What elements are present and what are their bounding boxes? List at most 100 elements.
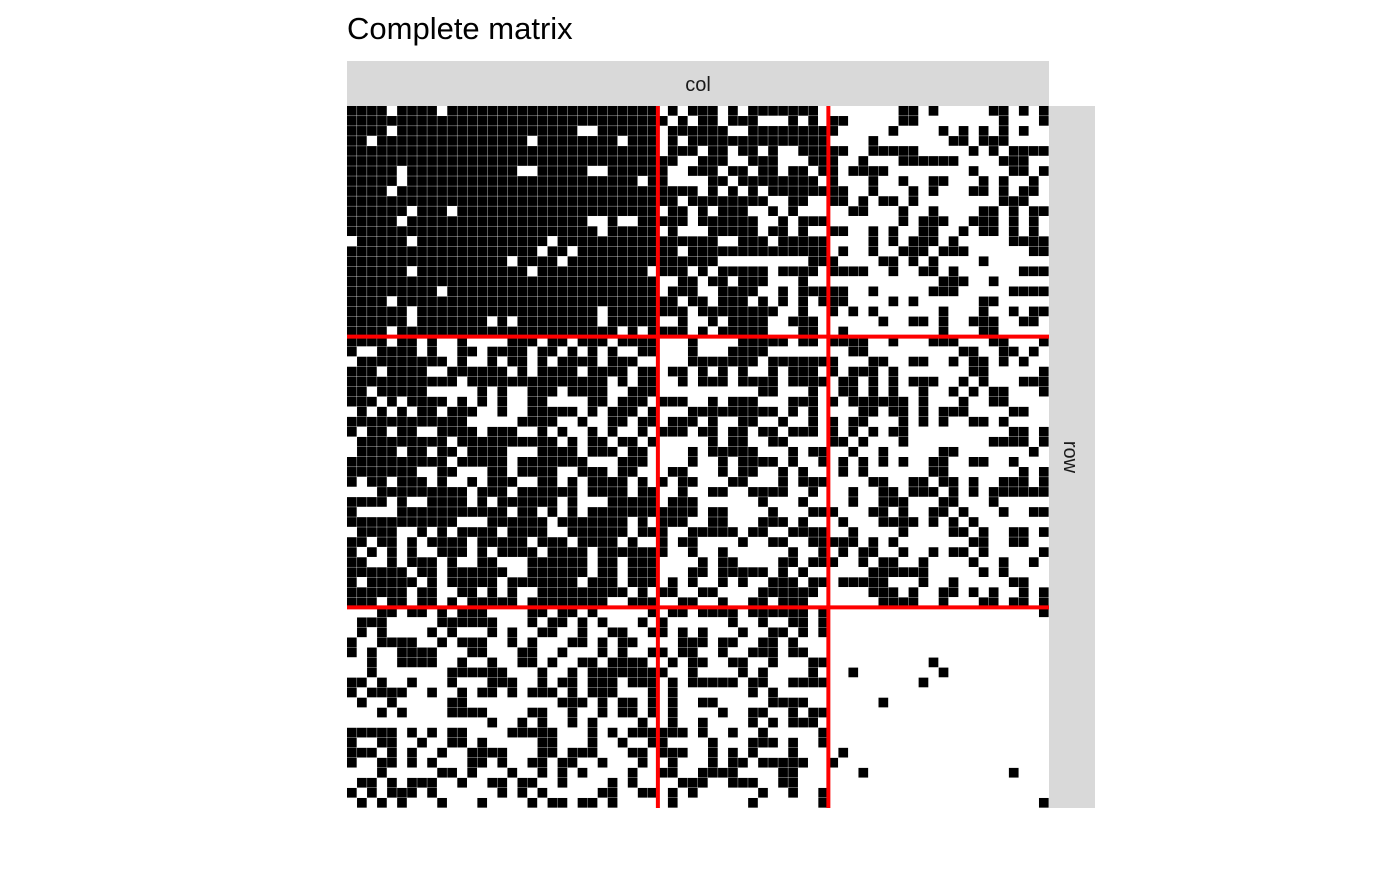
matrix-cell [768,717,778,728]
matrix-cell [798,296,808,307]
matrix-cell [908,246,919,257]
matrix-cell [597,557,608,567]
matrix-cell [818,256,829,267]
matrix-cell [347,206,357,216]
matrix-cell [888,487,899,497]
matrix-cell [577,797,588,808]
matrix-cell [788,457,798,467]
matrix-cell [577,176,588,186]
matrix-cell [738,166,748,176]
matrix-cell [477,216,488,226]
matrix-cell [597,266,608,277]
matrix-cell [467,617,478,628]
matrix-cell [547,737,558,748]
matrix-cell [357,557,367,567]
matrix-cell [627,136,638,146]
matrix-cell [667,396,678,407]
matrix-cell [397,116,407,126]
matrix-cell [978,376,989,387]
matrix-cell [467,767,478,778]
matrix-cell [427,216,437,226]
matrix-cell [527,497,538,507]
matrix-cell [457,226,467,237]
matrix-cell [607,627,618,638]
matrix-cell [878,587,889,598]
matrix-cell [1018,426,1029,437]
matrix-cell [788,426,798,437]
matrix-cell [387,787,397,798]
matrix-cell [547,176,558,186]
matrix-cell [898,457,909,467]
matrix-cell [687,186,698,196]
matrix-cell [667,747,678,758]
matrix-cell [347,106,357,116]
matrix-cell [718,767,728,778]
matrix-cell [708,677,718,688]
matrix-cell [607,106,618,116]
matrix-cell [617,296,628,307]
matrix-cell [698,567,708,577]
matrix-cell [577,206,588,216]
matrix-cell [988,587,999,598]
matrix-cell [647,196,658,206]
matrix-cell [497,597,508,608]
matrix-cell [407,196,417,206]
matrix-cell [1008,406,1019,417]
matrix-cell [637,156,648,166]
matrix-cell [507,587,518,598]
matrix-cell [687,166,698,176]
matrix-cell [788,116,798,126]
matrix-cell [397,497,407,507]
matrix-cell [367,547,377,557]
matrix-cell [647,316,658,327]
matrix-cell [607,196,618,206]
matrix-cell [698,777,708,788]
matrix-cell [758,757,768,768]
matrix-cell [898,116,909,126]
matrix-cell [497,777,508,788]
matrix-cell [858,416,869,427]
matrix-cell [687,537,698,547]
matrix-cell [427,336,437,347]
matrix-cell [497,326,508,337]
matrix-cell [457,116,467,126]
matrix-cell [517,156,528,166]
matrix-cell [357,617,367,628]
matrix-cell [627,176,638,186]
matrix-cell [607,426,618,437]
matrix-cell [637,747,648,758]
matrix-cell [798,316,808,327]
matrix-cell [958,346,969,357]
matrix-cell [998,396,1009,407]
matrix-cell [447,537,457,547]
matrix-cell [477,236,488,247]
matrix-cell [728,326,738,337]
matrix-cell [647,677,658,688]
matrix-cell [768,176,778,186]
matrix-cell [607,116,618,126]
matrix-cell [587,176,598,186]
matrix-cell [347,216,357,226]
matrix-cell [377,497,387,507]
matrix-cell [708,166,718,176]
matrix-cell [667,266,678,277]
matrix-cell [888,126,899,136]
matrix-cell [447,567,457,577]
matrix-cell [577,747,588,758]
matrix-cell [878,457,889,467]
matrix-cell [908,236,919,247]
matrix-cell [778,136,788,146]
matrix-cell [1038,236,1049,247]
matrix-cell [557,547,568,557]
matrix-cell [347,597,357,608]
matrix-cell [918,246,929,257]
matrix-cell [547,747,558,758]
matrix-cell [467,306,478,317]
matrix-cell [808,677,818,688]
matrix-cell [467,236,478,247]
matrix-cell [497,156,508,166]
matrix-cell [898,246,909,257]
matrix-cell [417,326,427,337]
matrix-cell [417,176,427,186]
matrix-cell [547,276,558,287]
